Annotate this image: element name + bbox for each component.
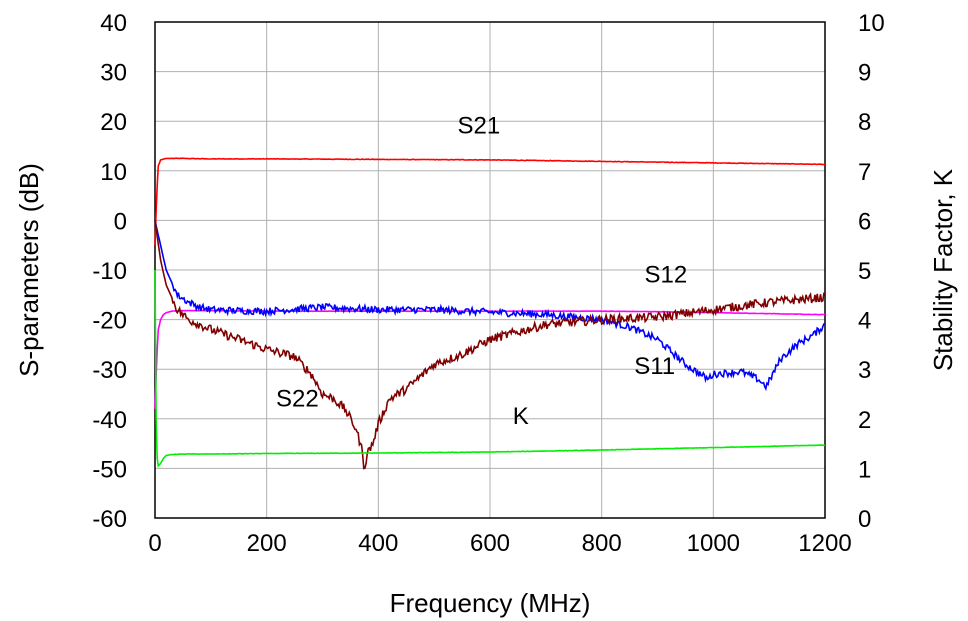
y-right-tick-label: 7: [858, 159, 871, 186]
y-right-axis-title: Stability Factor, K: [928, 168, 958, 371]
y-left-tick-label: 20: [100, 109, 127, 136]
y-right-tick-label: 10: [858, 10, 885, 37]
x-tick-label: 1000: [687, 530, 740, 557]
y-left-tick-label: -20: [92, 308, 127, 335]
series-annotation-s11: S11: [634, 353, 675, 380]
y-right-tick-labels: 0 1 2 3 4 5 6 7 8 9 10: [858, 10, 885, 533]
y-left-tick-label: 10: [100, 159, 127, 186]
y-left-tick-label: 30: [100, 60, 127, 87]
y-left-tick-label: -10: [92, 258, 127, 285]
y-right-tick-label: 9: [858, 60, 871, 87]
series-group: [154, 157, 826, 470]
series-line-k: [154, 269, 826, 468]
y-left-tick-labels: -60 -50 -40 -30 -20 -10 0 10 20 30 40: [92, 10, 127, 533]
series-line-s21: [154, 157, 825, 246]
y-left-tick-label: -30: [92, 357, 127, 384]
y-right-tick-label: 0: [858, 506, 871, 533]
series-annotations: S21 S12 S11 S22 K: [276, 113, 687, 430]
x-axis-title: Frequency (MHz): [390, 588, 591, 618]
series-annotation-s12: S12: [645, 261, 688, 288]
series-annotation-s21: S21: [457, 113, 500, 140]
x-tick-label: 400: [358, 530, 398, 557]
x-tick-label: 0: [148, 530, 161, 557]
y-right-tick-label: 2: [858, 407, 871, 434]
y-right-tick-label: 8: [858, 109, 871, 136]
y-left-tick-label: 40: [100, 10, 127, 37]
series-annotation-s22: S22: [276, 385, 319, 412]
series-annotation-k: K: [513, 403, 529, 430]
x-tick-labels: 0 200 400 600 800 1000 1200: [148, 530, 851, 557]
y-left-tick-label: -40: [92, 407, 127, 434]
y-right-tick-label: 1: [858, 456, 871, 483]
y-right-tick-label: 6: [858, 208, 871, 235]
y-right-tick-label: 5: [858, 258, 871, 285]
y-left-axis-title: S-parameters (dB): [14, 163, 44, 377]
x-tick-label: 800: [582, 530, 622, 557]
x-tick-label: 1200: [798, 530, 851, 557]
y-right-tick-label: 4: [858, 308, 871, 335]
x-tick-label: 600: [470, 530, 510, 557]
series-line-s22: [154, 220, 826, 470]
x-tick-label: 200: [247, 530, 287, 557]
grid: [155, 22, 825, 518]
y-right-tick-label: 3: [858, 357, 871, 384]
y-left-tick-label: -50: [92, 456, 127, 483]
series-line-s11: [154, 220, 826, 392]
y-left-tick-label: 0: [114, 208, 127, 235]
y-left-tick-label: -60: [92, 506, 127, 533]
